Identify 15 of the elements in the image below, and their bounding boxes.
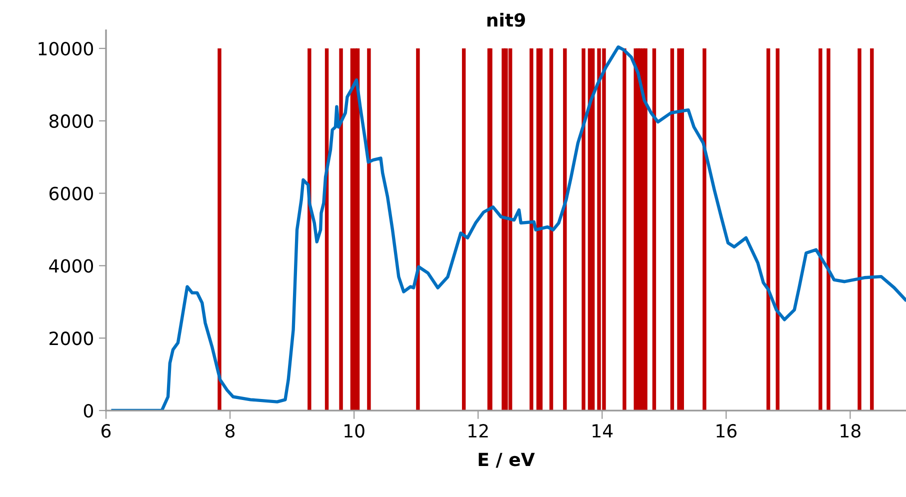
x-axis-title: E / eV [478,452,535,468]
x-tick-label: 6 [102,424,111,438]
y-tick-label: 0 [84,404,93,418]
y-tick-label: 8000 [49,114,93,128]
y-tick-label: 10000 [38,42,93,56]
x-tick-label: 16 [716,424,737,438]
x-tick-label: 14 [592,424,613,438]
x-tick-label: 8 [226,424,235,438]
chart-title: nit9 [487,12,525,27]
y-tick-label: 6000 [50,186,93,200]
x-tick-label: 18 [840,424,860,438]
x-tick-label: 12 [468,424,488,438]
y-tick-label: 2000 [50,332,93,346]
x-tick-label: 10 [344,424,364,438]
y-tick-label: 4000 [49,259,93,273]
